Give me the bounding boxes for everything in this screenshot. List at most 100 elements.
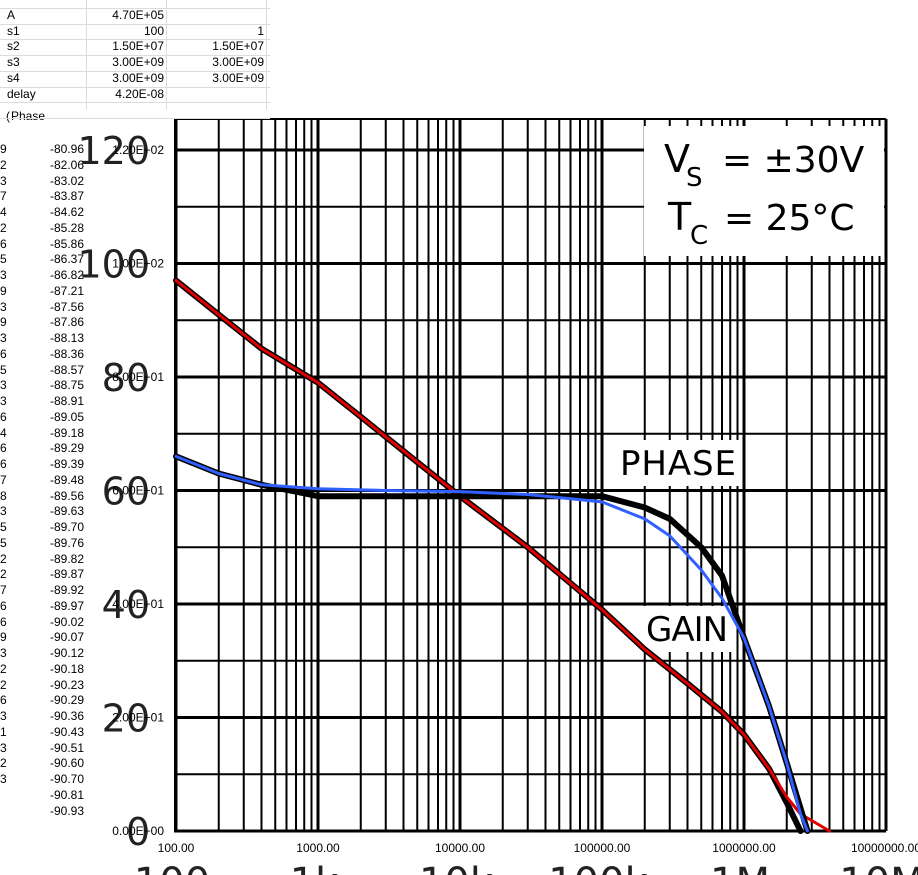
col-a-cell[interactable]: 7	[0, 189, 7, 204]
phase-value-cell[interactable]: -87.86	[49, 315, 84, 330]
param-value-2[interactable]: 1.50E+07	[212, 39, 264, 54]
phase-value-cell[interactable]: -87.21	[49, 283, 84, 298]
phase-value-cell[interactable]: -90.18	[49, 661, 84, 676]
phase-value-cell[interactable]: -90.36	[49, 709, 84, 723]
col-a-cell[interactable]: 3	[0, 394, 7, 408]
col-a-cell[interactable]: 3	[0, 504, 7, 519]
phase-value-cell[interactable]: -88.36	[49, 346, 84, 361]
col-a-cell[interactable]: 3	[0, 331, 7, 345]
col-a-cell[interactable]: 9	[0, 142, 7, 156]
param-value-2[interactable]: 3.00E+09	[212, 70, 264, 85]
col-a-cell[interactable]: 6	[0, 598, 7, 613]
param-label[interactable]: s1	[7, 23, 20, 38]
phase-value-cell[interactable]: -90.51	[49, 740, 84, 755]
phase-value-cell[interactable]: -89.87	[49, 567, 84, 582]
phase-value-cell[interactable]: -89.82	[49, 551, 84, 566]
col-a-cell[interactable]: 6	[0, 693, 7, 708]
param-label[interactable]: s4	[7, 70, 20, 85]
phase-value-cell[interactable]: -90.29	[49, 693, 84, 708]
col-a-cell[interactable]: 6	[0, 346, 7, 361]
col-a-cell[interactable]: 5	[0, 362, 7, 377]
col-a-cell[interactable]: 5	[0, 252, 7, 267]
col-a-cell[interactable]: 2	[0, 756, 7, 771]
phase-value-cell[interactable]: -89.29	[49, 441, 84, 456]
col-a-cell[interactable]: 5	[0, 535, 7, 550]
col-a-cell[interactable]: 7	[0, 472, 7, 487]
phase-value-cell[interactable]: -90.70	[49, 772, 84, 786]
phase-value-cell[interactable]: -90.12	[49, 646, 84, 660]
phase-value-cell[interactable]: -89.70	[49, 520, 84, 534]
col-a-cell[interactable]: 3	[0, 772, 7, 786]
phase-value-cell[interactable]: -90.07	[49, 630, 84, 645]
phase-value-cell[interactable]: -89.39	[49, 457, 84, 471]
col-a-cell[interactable]: 6	[0, 236, 7, 251]
param-label[interactable]: delay	[7, 86, 36, 101]
phase-value-cell[interactable]: -89.92	[49, 583, 84, 597]
param-label[interactable]: s3	[7, 55, 20, 70]
phase-value-cell[interactable]: -88.91	[49, 394, 84, 408]
col-a-cell[interactable]: 9	[0, 283, 7, 298]
col-a-cell[interactable]: 3	[0, 709, 7, 723]
phase-value-cell[interactable]: -80.96	[49, 142, 84, 156]
col-a-cell[interactable]: 2	[0, 157, 7, 172]
col-a-cell[interactable]: 9	[0, 630, 7, 645]
phase-value-cell[interactable]: -90.93	[49, 803, 84, 818]
col-a-cell[interactable]: 3	[0, 299, 7, 314]
phase-value-cell[interactable]: -83.87	[49, 189, 84, 204]
phase-value-cell[interactable]: -90.23	[49, 677, 84, 692]
col-a-cell[interactable]: 8	[0, 488, 7, 503]
phase-value-cell[interactable]: -88.75	[49, 378, 84, 393]
phase-value-cell[interactable]: -89.05	[49, 409, 84, 424]
col-a-cell[interactable]: 4	[0, 425, 7, 440]
param-value[interactable]: 3.00E+09	[112, 55, 164, 70]
phase-value-cell[interactable]: -89.63	[49, 504, 84, 519]
param-label[interactable]: s2	[7, 39, 20, 54]
phase-value-cell[interactable]: -89.56	[49, 488, 84, 503]
col-a-cell[interactable]: 2	[0, 551, 7, 566]
param-value[interactable]: 1.50E+07	[112, 39, 164, 54]
col-a-cell[interactable]: 5	[0, 520, 7, 534]
col-a-cell[interactable]: 3	[0, 646, 7, 660]
col-a-cell[interactable]: 1	[0, 724, 7, 739]
param-value[interactable]: 4.70E+05	[112, 8, 164, 22]
phase-value-cell[interactable]: -86.37	[49, 252, 84, 267]
phase-value-cell[interactable]: -86.82	[49, 268, 84, 282]
phase-column-header[interactable]: Phase	[11, 109, 46, 123]
param-value[interactable]: 4.20E-08	[115, 86, 164, 101]
col-a-cell[interactable]: 3	[0, 268, 7, 282]
phase-value-cell[interactable]: -82.06	[49, 157, 84, 172]
phase-value-cell[interactable]: -85.28	[49, 220, 84, 235]
param-value-2[interactable]: 1	[257, 23, 264, 38]
col-a-cell[interactable]: 4	[0, 205, 7, 219]
param-value[interactable]: 3.00E+09	[112, 70, 164, 85]
col-a-cell[interactable]: 6	[0, 457, 7, 471]
phase-value-cell[interactable]: -83.02	[49, 173, 84, 188]
phase-value-cell[interactable]: -84.62	[49, 205, 84, 219]
phase-value-cell[interactable]: -89.18	[49, 425, 84, 440]
phase-value-cell[interactable]: -90.02	[49, 614, 84, 629]
phase-value-cell[interactable]: -89.48	[49, 472, 84, 487]
col-a-cell[interactable]: 3	[0, 173, 7, 188]
col-a-cell[interactable]: 3	[0, 740, 7, 755]
param-label[interactable]: A	[7, 8, 16, 22]
col-a-cell[interactable]: 2	[0, 567, 7, 582]
col-a-cell[interactable]: 2	[0, 677, 7, 692]
phase-value-cell[interactable]: -90.60	[49, 756, 84, 771]
param-value-2[interactable]: 3.00E+09	[212, 55, 264, 70]
phase-value-cell[interactable]: -90.43	[49, 724, 84, 739]
col-a-cell[interactable]: 3	[0, 378, 7, 393]
param-value[interactable]: 100	[143, 23, 164, 38]
col-a-cell[interactable]: 6	[0, 614, 7, 629]
col-a-cell[interactable]: 2	[0, 661, 7, 676]
phase-value-cell[interactable]: -88.57	[49, 362, 84, 377]
phase-value-cell[interactable]: -89.76	[49, 535, 84, 550]
phase-value-cell[interactable]: -85.86	[49, 236, 84, 251]
col-a-cell[interactable]: 7	[0, 583, 7, 597]
phase-value-cell[interactable]: -89.97	[49, 598, 84, 613]
col-a-cell[interactable]: 9	[0, 315, 7, 330]
col-a-cell[interactable]: 6	[0, 409, 7, 424]
col-a-cell[interactable]: 2	[0, 220, 7, 235]
col-a-cell[interactable]: 6	[0, 441, 7, 456]
phase-value-cell[interactable]: -88.13	[49, 331, 84, 345]
phase-value-cell[interactable]: -90.81	[49, 787, 84, 802]
